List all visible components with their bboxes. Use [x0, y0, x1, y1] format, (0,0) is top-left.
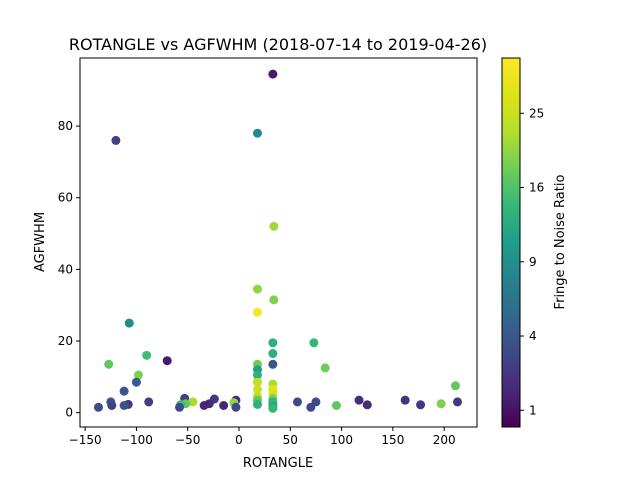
data-point [199, 401, 209, 411]
colorbar-tick-label: 25 [529, 106, 544, 120]
data-point [175, 402, 185, 412]
data-point [306, 402, 316, 412]
data-point [269, 295, 279, 305]
data-point [252, 377, 262, 387]
data-point [453, 397, 463, 407]
data-point [309, 338, 319, 348]
data-point [111, 135, 121, 145]
data-point [119, 401, 129, 411]
y-tick-label: 0 [65, 406, 73, 420]
data-point [133, 370, 143, 380]
data-point [400, 395, 410, 405]
colorbar-tick-label: 16 [529, 181, 544, 195]
data-point [362, 400, 372, 410]
data-point [268, 359, 278, 369]
data-point [252, 284, 262, 294]
data-point [331, 401, 341, 411]
data-point [268, 403, 278, 413]
x-tick-label: 100 [330, 433, 353, 447]
y-tick-label: 80 [58, 119, 73, 133]
x-tick-label: −100 [120, 433, 153, 447]
data-point [93, 402, 103, 412]
data-point [269, 221, 279, 231]
colorbar-tick-label: 4 [529, 329, 537, 343]
colorbar-tick-label: 9 [529, 255, 537, 269]
plot-frame [79, 57, 478, 428]
x-axis-label: ROTANGLE [243, 456, 313, 471]
data-point [268, 338, 278, 348]
data-point [131, 377, 141, 387]
data-point [104, 359, 114, 369]
data-point [124, 318, 134, 328]
data-point [231, 402, 241, 412]
data-point [219, 401, 229, 411]
x-tick-label: 0 [235, 433, 243, 447]
x-tick-label: 150 [381, 433, 404, 447]
colorbar [501, 57, 521, 428]
colorbar-tick-label: 1 [529, 403, 537, 417]
data-point [450, 381, 460, 391]
chart-title: ROTANGLE vs AGFWHM (2018-07-14 to 2019-0… [69, 35, 487, 54]
data-point [252, 399, 262, 409]
data-point [268, 349, 278, 359]
data-point [252, 370, 262, 380]
colorbar-label: Fringe to Noise Ratio [553, 175, 568, 310]
data-point [292, 397, 302, 407]
data-point [107, 401, 117, 411]
data-point [144, 397, 154, 407]
data-point [162, 356, 172, 366]
data-point [252, 307, 262, 317]
colorbar-ticks: 1 4 9 16 25 [520, 106, 544, 417]
x-axis: −150 −100 −50 0 50 100 150 200 [69, 427, 456, 447]
data-point [416, 400, 426, 410]
data-point [320, 363, 330, 373]
data-point [252, 128, 262, 138]
data-point [252, 384, 262, 394]
x-tick-label: −50 [175, 433, 200, 447]
data-point [354, 395, 364, 405]
data-point [436, 399, 446, 409]
x-tick-label: 50 [283, 433, 298, 447]
x-tick-label: 200 [433, 433, 456, 447]
y-tick-label: 60 [58, 191, 73, 205]
y-axis-label: AGFWHM [33, 212, 48, 272]
y-tick-label: 20 [58, 334, 73, 348]
points-layer [93, 69, 463, 413]
x-tick-label: −150 [69, 433, 102, 447]
data-point [188, 397, 198, 407]
data-point [142, 350, 152, 360]
y-axis: 0 20 40 60 80 [58, 119, 80, 420]
data-point [119, 386, 129, 396]
data-point [268, 69, 278, 79]
y-tick-label: 40 [58, 262, 73, 276]
